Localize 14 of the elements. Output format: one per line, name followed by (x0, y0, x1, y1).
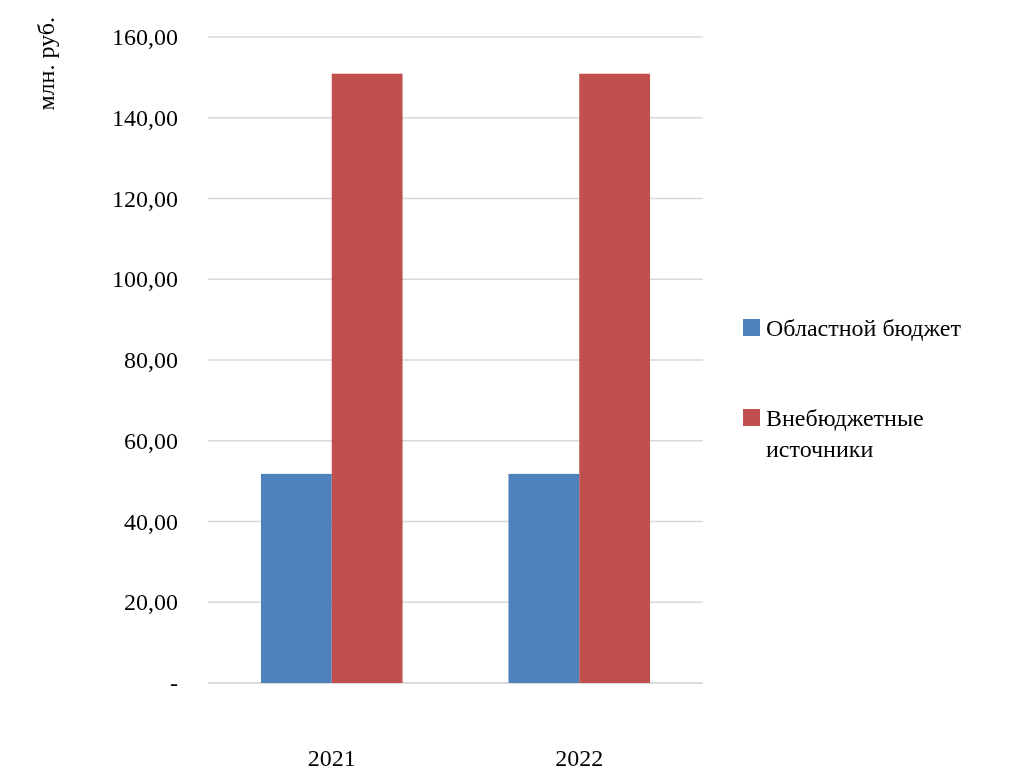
x-tick-label: 2022 (555, 745, 604, 771)
y-tick-label: 60,00 (124, 427, 178, 454)
y-tick-label: 40,00 (124, 508, 178, 535)
legend-label: Областной бюджет (766, 315, 962, 341)
y-axis-title: млн. руб. (33, 17, 59, 111)
y-tick-label: 160,00 (112, 24, 178, 50)
y-tick-label: 100,00 (112, 266, 178, 293)
y-tick-label: 140,00 (112, 104, 178, 131)
y-tick-label: 80,00 (124, 347, 178, 373)
y-tick-label: 120,00 (112, 185, 178, 212)
legend-label: Внебюджетные источники (766, 405, 924, 462)
y-tick-label: - (170, 670, 178, 696)
y-tick-label: 20,00 (124, 589, 178, 616)
x-tick-label: 2021 (307, 745, 356, 771)
